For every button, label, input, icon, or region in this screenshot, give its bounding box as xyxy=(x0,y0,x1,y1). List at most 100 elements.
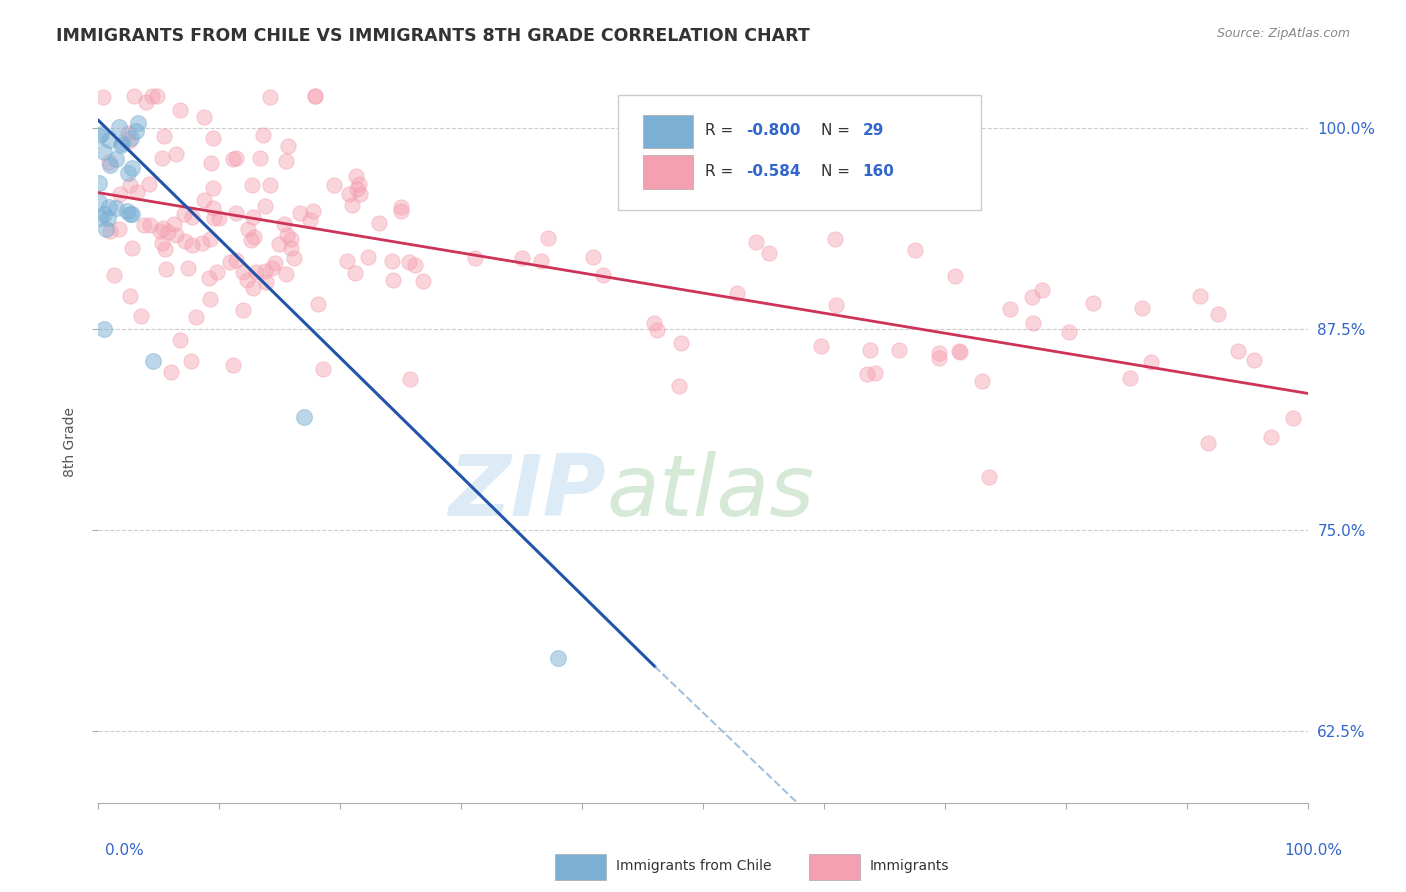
Point xyxy=(344,169,367,184)
Point xyxy=(904,243,927,257)
Text: R =: R = xyxy=(706,123,738,138)
Point xyxy=(645,322,668,336)
Point xyxy=(948,345,970,359)
Point xyxy=(307,297,329,311)
Point xyxy=(276,139,298,153)
Point xyxy=(347,177,370,191)
Point xyxy=(200,232,222,246)
Point xyxy=(142,354,165,368)
Point xyxy=(117,134,139,148)
Point xyxy=(259,178,281,193)
Point xyxy=(368,216,391,230)
Point xyxy=(87,176,110,190)
Point xyxy=(232,302,254,317)
Point xyxy=(312,362,335,376)
Point xyxy=(149,224,172,238)
Point xyxy=(530,253,553,268)
Point xyxy=(150,236,173,251)
Point xyxy=(91,90,114,104)
Point xyxy=(245,265,267,279)
Point xyxy=(180,211,202,225)
Point xyxy=(235,273,257,287)
Text: 100.0%: 100.0% xyxy=(1285,843,1343,858)
Point xyxy=(302,204,325,219)
Point xyxy=(201,131,224,145)
Point xyxy=(464,251,486,265)
Point xyxy=(274,267,297,281)
Text: 160: 160 xyxy=(863,164,894,178)
Point xyxy=(225,151,247,165)
Point xyxy=(344,266,367,280)
Point xyxy=(127,116,149,130)
Point xyxy=(225,206,247,220)
Point xyxy=(668,378,690,392)
Point xyxy=(510,251,533,265)
Point xyxy=(96,222,118,236)
Point xyxy=(117,126,139,140)
Point xyxy=(1119,371,1142,385)
Point xyxy=(108,187,131,202)
Point xyxy=(177,260,200,275)
Text: Immigrants: Immigrants xyxy=(870,859,949,873)
Point xyxy=(928,346,950,360)
Point xyxy=(98,133,121,147)
Point xyxy=(152,221,174,235)
Point xyxy=(236,222,259,236)
Point xyxy=(208,211,231,225)
Point xyxy=(404,258,426,272)
Point xyxy=(198,271,221,285)
Point xyxy=(346,182,368,196)
Point xyxy=(93,207,115,221)
Point xyxy=(155,261,177,276)
Point xyxy=(98,155,121,169)
Point xyxy=(120,289,142,303)
Point xyxy=(825,298,848,312)
Point xyxy=(98,157,121,171)
Point xyxy=(1206,307,1229,321)
Point xyxy=(242,230,264,244)
Point xyxy=(87,194,110,209)
Point xyxy=(160,365,183,379)
Point xyxy=(254,199,277,213)
Point xyxy=(198,292,221,306)
Point xyxy=(389,204,412,219)
Point xyxy=(1227,343,1250,358)
Point xyxy=(120,207,142,221)
Point xyxy=(626,190,648,204)
Point xyxy=(202,211,225,225)
Text: 0.0%: 0.0% xyxy=(105,843,145,858)
Point xyxy=(115,203,138,218)
Point xyxy=(122,89,145,103)
Text: 29: 29 xyxy=(863,123,884,138)
Text: IMMIGRANTS FROM CHILE VS IMMIGRANTS 8TH GRADE CORRELATION CHART: IMMIGRANTS FROM CHILE VS IMMIGRANTS 8TH … xyxy=(56,27,810,45)
Point xyxy=(399,372,422,386)
Point xyxy=(129,310,152,324)
Point xyxy=(1059,325,1081,339)
Point xyxy=(153,129,176,144)
Point xyxy=(222,358,245,372)
Point xyxy=(948,343,970,358)
Point xyxy=(977,469,1000,483)
Point xyxy=(165,146,187,161)
Point xyxy=(200,155,222,169)
Point xyxy=(97,211,120,226)
Point xyxy=(1282,411,1305,425)
Point xyxy=(110,137,132,152)
Point xyxy=(381,253,404,268)
Text: ZIP: ZIP xyxy=(449,450,606,533)
Text: -0.800: -0.800 xyxy=(747,123,801,138)
Point xyxy=(191,236,214,251)
Point xyxy=(108,221,131,235)
Point xyxy=(135,95,157,109)
Point xyxy=(141,89,163,103)
Point xyxy=(273,217,295,231)
Point xyxy=(643,316,665,330)
Text: R =: R = xyxy=(706,164,738,178)
Point xyxy=(98,224,121,238)
Point xyxy=(1022,316,1045,330)
Point xyxy=(349,187,371,202)
Point xyxy=(121,161,143,176)
Point xyxy=(152,151,174,165)
Point xyxy=(382,273,405,287)
Point xyxy=(280,232,302,246)
